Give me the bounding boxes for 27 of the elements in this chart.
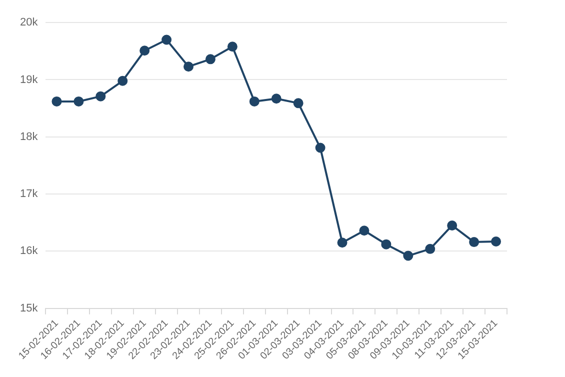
point — [381, 239, 392, 250]
point — [447, 220, 458, 230]
y-tick-label: 18k — [20, 130, 38, 143]
y-tick-label: 20k — [20, 16, 38, 29]
point — [293, 98, 304, 108]
point — [140, 46, 150, 56]
point — [162, 34, 172, 45]
point — [227, 42, 238, 52]
point — [403, 250, 414, 261]
point — [469, 237, 480, 248]
point — [96, 91, 106, 102]
y-tick-label: 15k — [20, 302, 38, 314]
point — [74, 96, 84, 106]
point — [425, 244, 436, 254]
y-tick-label: 19k — [20, 74, 38, 86]
point — [205, 54, 216, 64]
point — [184, 62, 194, 72]
point — [491, 236, 502, 246]
point — [52, 96, 62, 106]
point — [315, 142, 326, 153]
y-tick-label: 17k — [20, 188, 38, 200]
point — [337, 238, 348, 248]
point — [271, 94, 282, 104]
y-tick-label: 16k — [20, 245, 38, 258]
point — [118, 76, 128, 86]
point — [359, 226, 370, 236]
point — [249, 96, 260, 106]
